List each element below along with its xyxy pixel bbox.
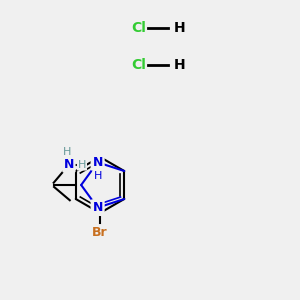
Text: H: H (63, 147, 71, 157)
Text: H: H (93, 171, 102, 181)
Text: H: H (78, 160, 86, 170)
Text: Cl: Cl (131, 58, 146, 72)
Text: N: N (92, 156, 103, 169)
Text: H: H (174, 21, 186, 35)
Text: N: N (92, 201, 103, 214)
Text: H: H (174, 58, 186, 72)
Text: Br: Br (92, 226, 108, 239)
Text: Cl: Cl (131, 21, 146, 35)
Text: N: N (64, 158, 74, 171)
